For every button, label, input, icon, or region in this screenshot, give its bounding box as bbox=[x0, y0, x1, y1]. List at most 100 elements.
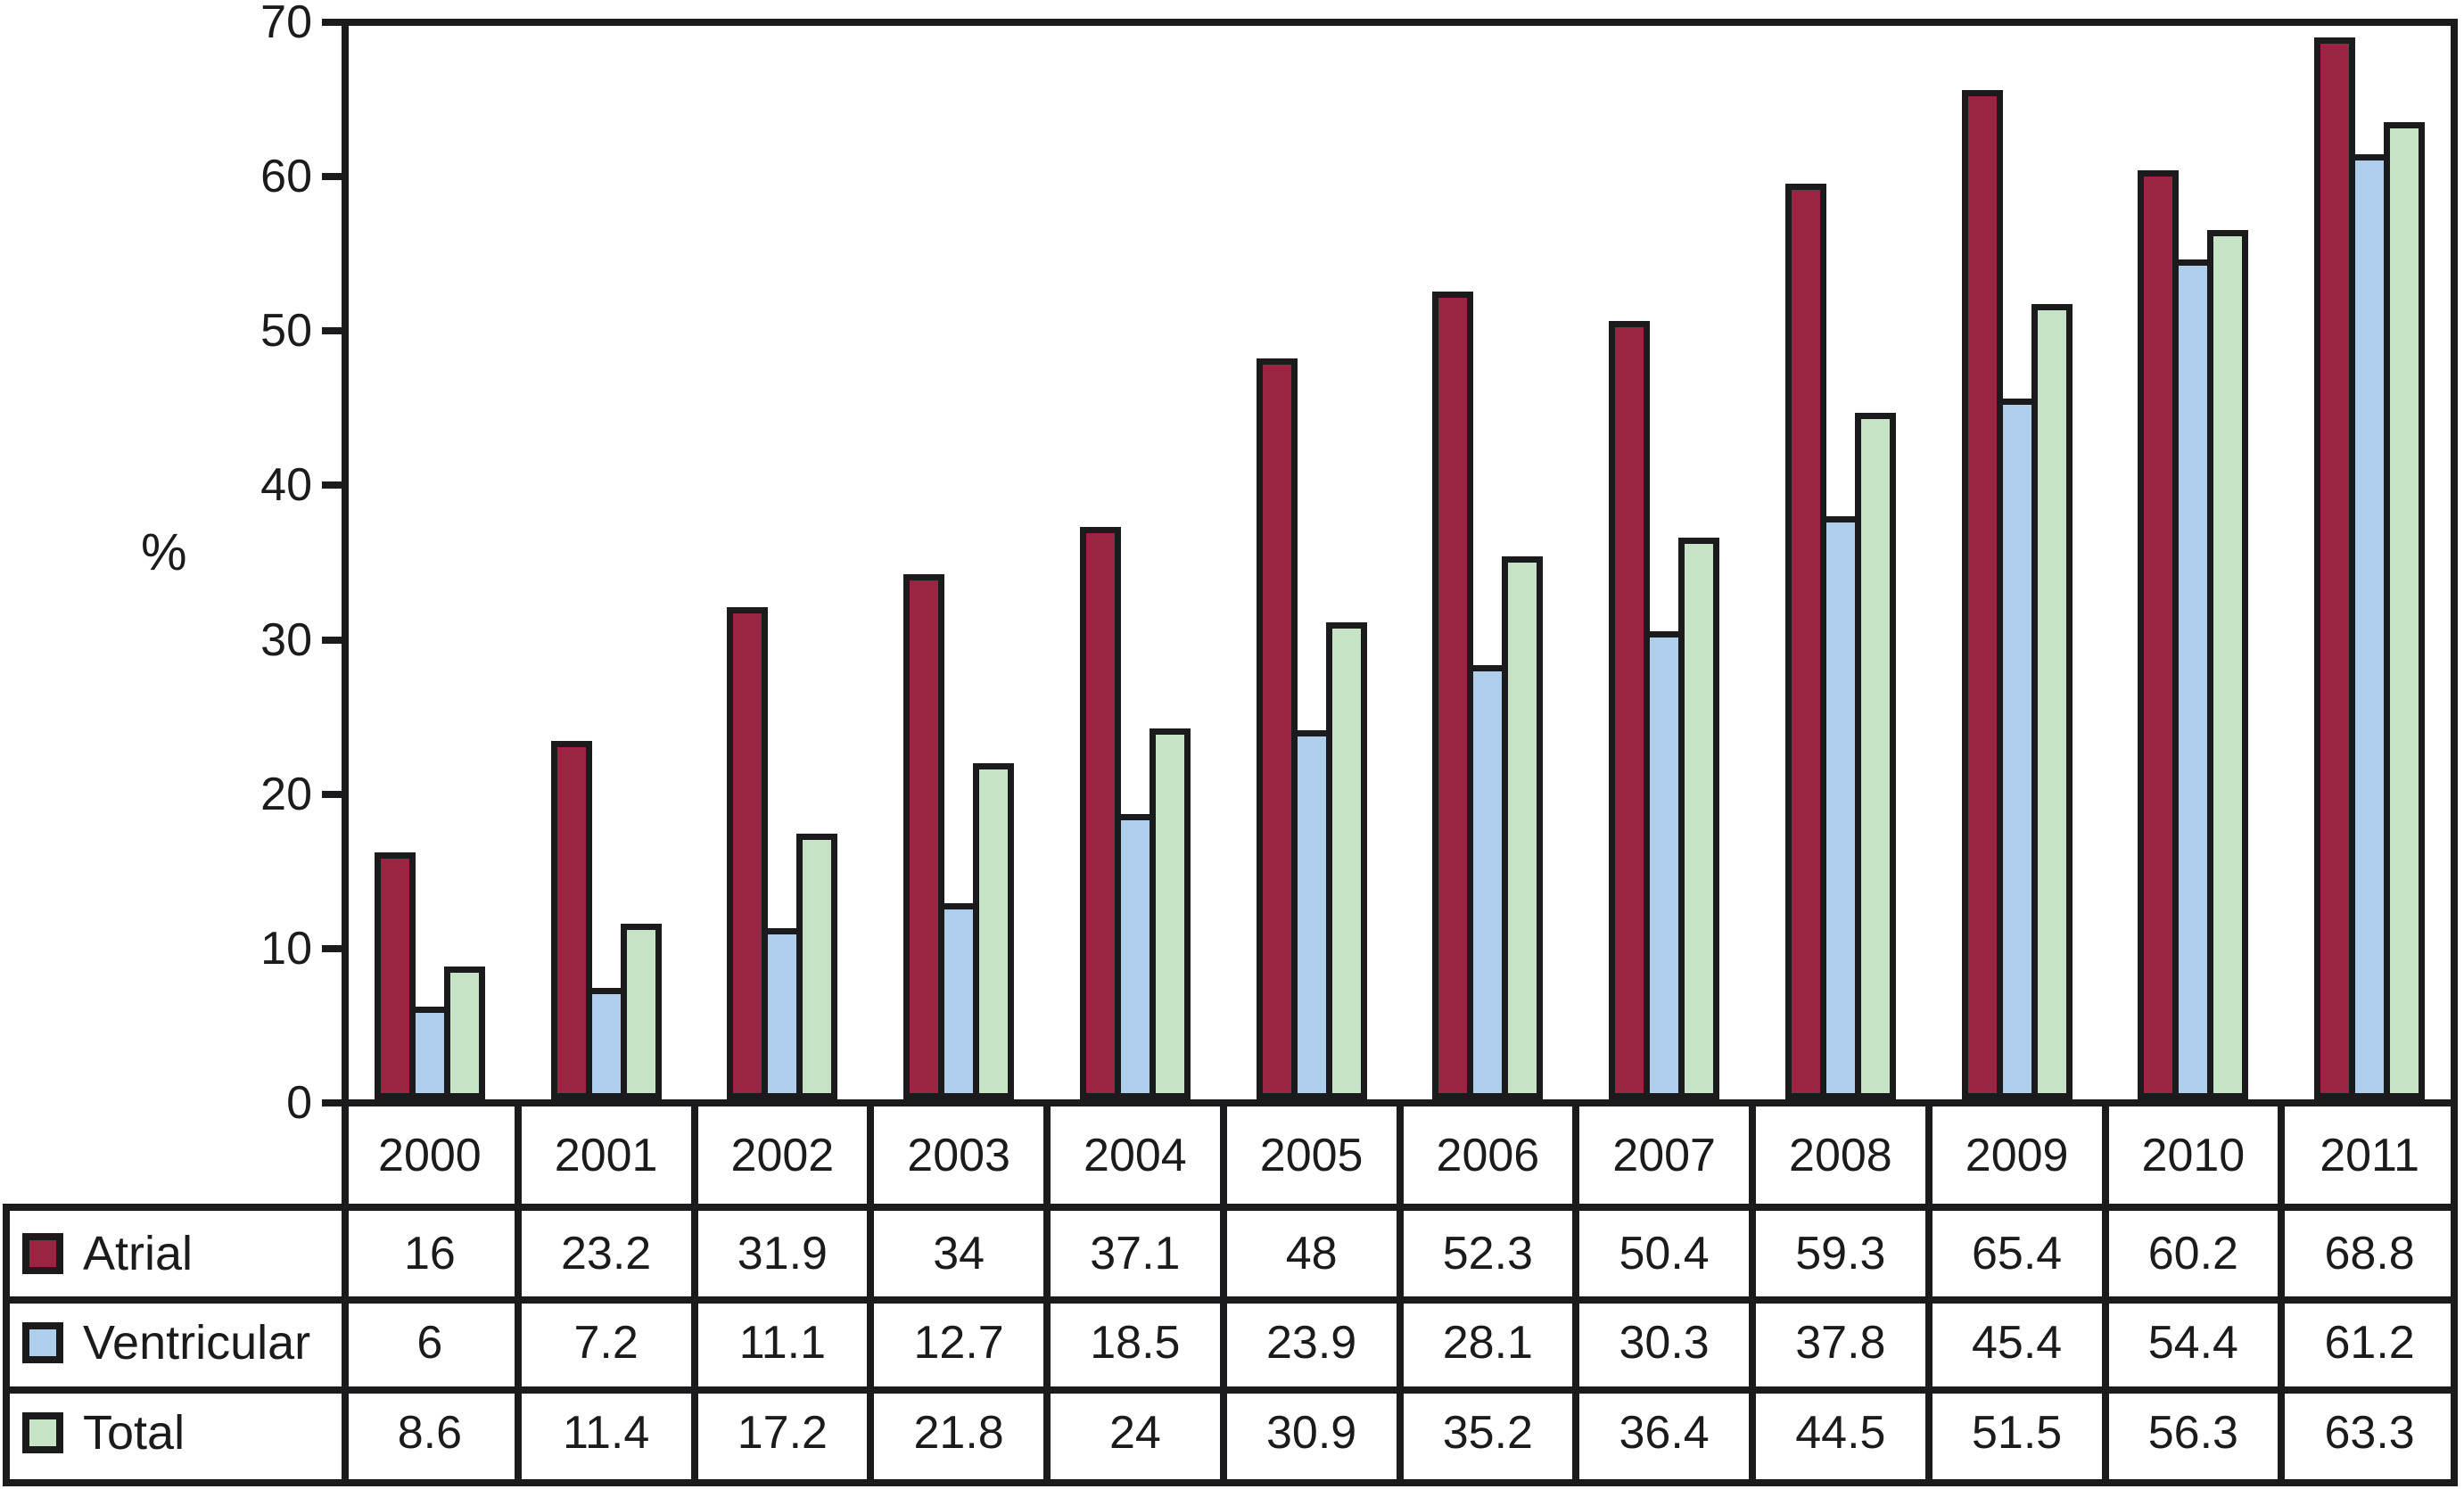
table-column-divider bbox=[1396, 1099, 1404, 1486]
value-cell-ventricular-2007: 30.3 bbox=[1619, 1317, 1710, 1370]
year-cell-2001: 2001 bbox=[554, 1129, 658, 1181]
value-cell-total-2000: 8.6 bbox=[397, 1406, 463, 1459]
table-column-divider bbox=[2278, 1099, 2286, 1486]
bar-total-2005 bbox=[1326, 622, 1367, 1099]
value-cell-ventricular-2001: 7.2 bbox=[573, 1317, 639, 1370]
year-cell-2007: 2007 bbox=[1612, 1129, 1716, 1181]
legend-cell-atrial: Atrial bbox=[10, 1211, 342, 1296]
table-row-divider bbox=[3, 1296, 2458, 1304]
legend-label-atrial: Atrial bbox=[83, 1227, 194, 1281]
value-cell-total-2011: 63.3 bbox=[2324, 1406, 2415, 1459]
y-tick-label: 70 bbox=[260, 0, 312, 48]
value-cell-atrial-2007: 50.4 bbox=[1619, 1228, 1710, 1280]
year-cell-2003: 2003 bbox=[907, 1129, 1010, 1181]
value-cell-atrial-2003: 34 bbox=[933, 1228, 985, 1280]
year-cell-2008: 2008 bbox=[1789, 1129, 1892, 1181]
table-column-divider bbox=[1749, 1099, 1756, 1486]
bar-atrial-2001 bbox=[551, 741, 592, 1099]
bar-atrial-2004 bbox=[1080, 527, 1121, 1099]
value-cell-atrial-2008: 59.3 bbox=[1795, 1228, 1886, 1280]
y-tick-mark bbox=[322, 944, 342, 952]
value-cell-ventricular-2010: 54.4 bbox=[2147, 1317, 2238, 1370]
bar-total-2002 bbox=[796, 834, 837, 1099]
bar-total-2010 bbox=[2207, 230, 2248, 1099]
value-cell-atrial-2004: 37.1 bbox=[1090, 1228, 1181, 1280]
legend-cell-total: Total bbox=[10, 1390, 342, 1476]
y-tick-mark bbox=[322, 173, 342, 181]
bar-atrial-2011 bbox=[2314, 37, 2355, 1099]
table-column-divider bbox=[1219, 1099, 1227, 1486]
y-tick-label: 50 bbox=[260, 305, 312, 358]
bar-total-2000 bbox=[444, 967, 485, 1099]
table-column-divider bbox=[1043, 1099, 1051, 1486]
bar-total-2001 bbox=[621, 924, 662, 1099]
table-column-divider bbox=[2101, 1099, 2109, 1486]
y-tick-label: 10 bbox=[260, 922, 312, 975]
table-column-divider bbox=[867, 1099, 875, 1486]
bar-total-2004 bbox=[1150, 728, 1191, 1099]
value-cell-ventricular-2000: 6 bbox=[416, 1317, 443, 1370]
bar-ventricular-2006 bbox=[1467, 665, 1508, 1099]
value-cell-atrial-2010: 60.2 bbox=[2147, 1228, 2238, 1280]
year-cell-2009: 2009 bbox=[1965, 1129, 2069, 1181]
year-cell-2004: 2004 bbox=[1084, 1129, 1187, 1181]
table-column-divider bbox=[1924, 1099, 1932, 1486]
value-cell-atrial-2011: 68.8 bbox=[2324, 1228, 2415, 1280]
legend-label-ventricular: Ventricular bbox=[83, 1316, 311, 1370]
value-cell-ventricular-2006: 28.1 bbox=[1442, 1317, 1533, 1370]
legend-label-total: Total bbox=[83, 1405, 185, 1460]
y-tick-mark bbox=[322, 19, 342, 26]
value-cell-total-2009: 51.5 bbox=[1972, 1406, 2063, 1459]
value-cell-atrial-2009: 65.4 bbox=[1972, 1228, 2063, 1280]
value-cell-total-2008: 44.5 bbox=[1795, 1406, 1886, 1459]
value-cell-total-2001: 11.4 bbox=[562, 1406, 650, 1459]
plot-right-border bbox=[2451, 19, 2458, 1486]
value-cell-ventricular-2008: 37.8 bbox=[1795, 1317, 1886, 1370]
y-axis-line bbox=[342, 19, 349, 1486]
bar-ventricular-2009 bbox=[1997, 399, 2038, 1099]
bar-total-2007 bbox=[1678, 538, 1719, 1099]
bar-total-2011 bbox=[2384, 122, 2425, 1099]
bar-total-2009 bbox=[2031, 304, 2073, 1099]
table-bottom-border bbox=[3, 1479, 2458, 1486]
legend-cell-ventricular: Ventricular bbox=[10, 1300, 342, 1386]
legend-swatch-atrial bbox=[22, 1233, 63, 1275]
y-tick-mark bbox=[322, 481, 342, 489]
value-cell-total-2003: 21.8 bbox=[913, 1406, 1004, 1459]
year-cell-2002: 2002 bbox=[730, 1129, 835, 1181]
value-cell-total-2004: 24 bbox=[1108, 1406, 1161, 1459]
value-cell-atrial-2006: 52.3 bbox=[1442, 1228, 1533, 1280]
legend-swatch-ventricular bbox=[22, 1322, 63, 1364]
value-cell-ventricular-2004: 18.5 bbox=[1090, 1317, 1181, 1370]
value-cell-total-2005: 30.9 bbox=[1266, 1406, 1357, 1459]
bar-total-2008 bbox=[1855, 413, 1896, 1099]
table-row-divider bbox=[3, 1386, 2458, 1394]
table-column-divider bbox=[690, 1099, 698, 1486]
value-cell-atrial-2001: 23.2 bbox=[561, 1228, 652, 1280]
legend-swatch-total bbox=[22, 1411, 63, 1453]
y-tick-label: 20 bbox=[260, 768, 312, 820]
plot-top-border bbox=[322, 19, 2458, 26]
value-cell-ventricular-2002: 11.1 bbox=[738, 1317, 827, 1370]
bar-atrial-2002 bbox=[727, 607, 768, 1099]
bar-ventricular-2011 bbox=[2349, 154, 2390, 1099]
y-tick-mark bbox=[322, 636, 342, 644]
value-cell-atrial-2000: 16 bbox=[403, 1228, 456, 1280]
year-cell-2011: 2011 bbox=[2320, 1129, 2420, 1181]
value-cell-total-2007: 36.4 bbox=[1619, 1406, 1710, 1459]
y-tick-mark bbox=[322, 790, 342, 798]
value-cell-atrial-2002: 31.9 bbox=[737, 1228, 828, 1280]
y-tick-mark bbox=[322, 327, 342, 335]
value-cell-ventricular-2005: 23.9 bbox=[1266, 1317, 1357, 1370]
value-cell-atrial-2005: 48 bbox=[1285, 1228, 1338, 1280]
bar-ventricular-2000 bbox=[409, 1007, 450, 1099]
value-cell-total-2010: 56.3 bbox=[2147, 1406, 2238, 1459]
year-cell-2010: 2010 bbox=[2141, 1129, 2246, 1181]
year-cell-2005: 2005 bbox=[1259, 1129, 1364, 1181]
table-column-divider bbox=[514, 1099, 522, 1486]
